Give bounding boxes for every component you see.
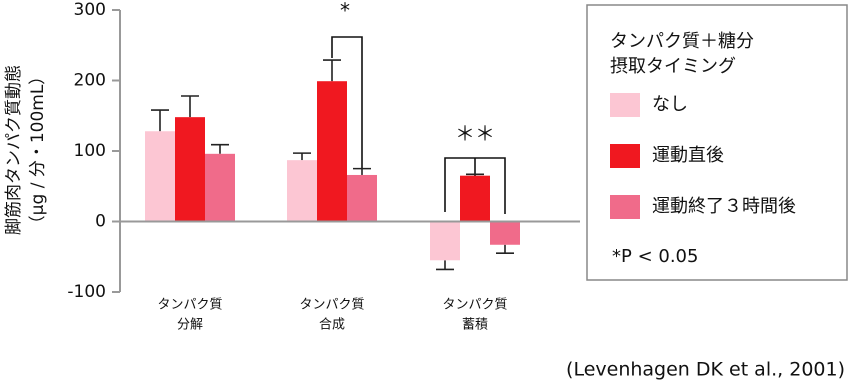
legend-swatch [610,93,640,117]
bar [430,221,460,261]
legend-box [586,4,848,281]
bar [347,174,377,222]
significance-note: *P < 0.05 [612,246,698,267]
bar [460,175,490,222]
legend-label: なし [652,94,688,115]
x-tick-label: 合成 [319,318,345,333]
significance-brackets [331,36,506,214]
x-tick-label: タンパク質 [299,298,364,313]
x-tick-label: タンパク質 [157,298,222,313]
y-tick-label: -100 [67,282,106,302]
y-axis-label: （μg / 分・100mL） [28,68,48,233]
bar [175,117,205,222]
x-tick-label: タンパク質 [442,298,507,313]
y-axis-label: 脚筋肉タンパク質動態 [4,65,24,235]
legend-label: 運動直後 [652,145,724,166]
x-tick-label: 蓄積 [462,318,488,333]
source: (Levenhagen DK et al., 2001) [566,359,845,381]
y-tick-label: 200 [74,71,106,91]
annotation: * [340,0,350,23]
legend-swatch [610,144,640,168]
legend-label: 運動終了３時間後 [652,196,796,217]
bar [145,131,175,222]
legend-title: 摂取タイミング [610,56,736,77]
annotation: ＊＊ [455,122,495,146]
bar [490,221,520,245]
bar [205,153,235,222]
x-tick-label: 分解 [177,318,203,333]
legend-swatch [610,195,640,219]
legend-title: タンパク質＋糖分 [610,31,754,52]
bar [287,160,317,222]
y-tick-label: 100 [74,141,106,161]
bar [317,81,347,222]
y-tick-label: 0 [95,212,106,232]
y-tick-label: 300 [74,0,106,20]
